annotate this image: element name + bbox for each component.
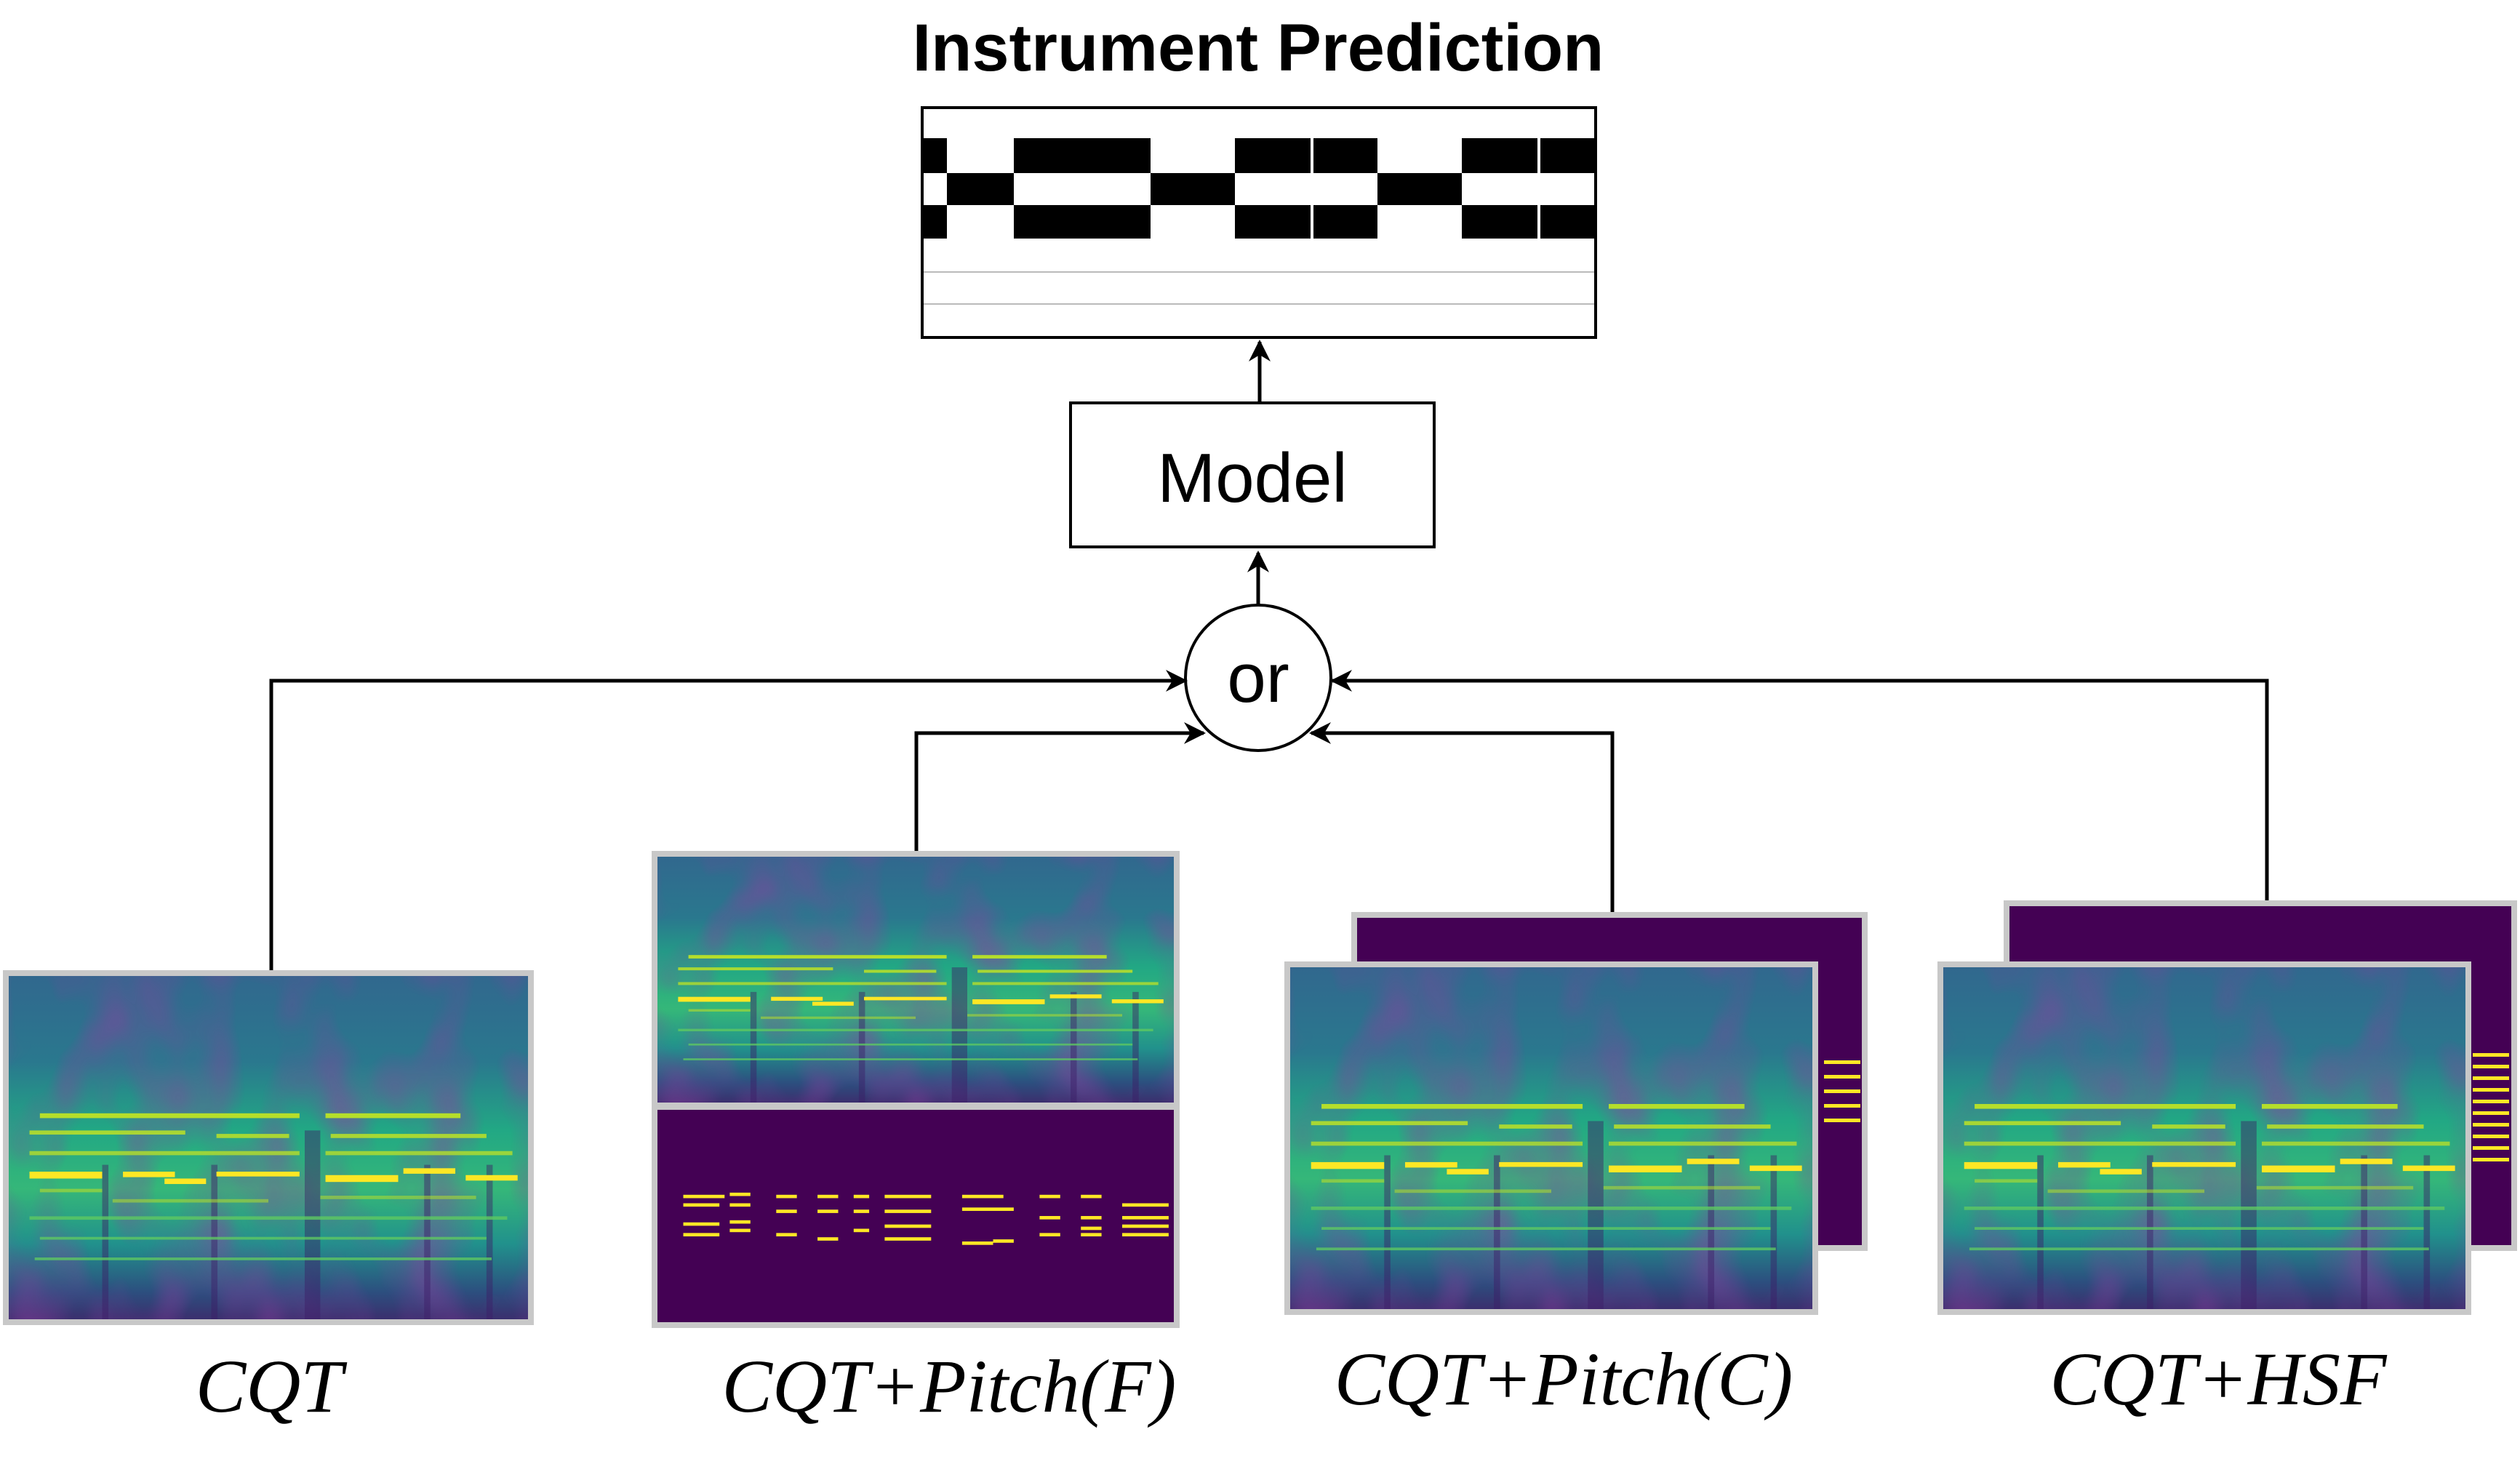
pitch-c-label: CQT+Pitch(C) <box>1334 1337 1793 1421</box>
pitch-f-label: CQT+Pitch(F) <box>721 1345 1177 1428</box>
pitch-f-connector <box>914 722 1206 852</box>
pitch-c-panel <box>1284 912 1868 1315</box>
model-box <box>1069 401 1436 548</box>
cqt-panel <box>3 970 534 1325</box>
or-label: or <box>1227 639 1289 717</box>
hsf-panel <box>1937 900 2517 1315</box>
pitch-f-panel <box>652 851 1180 1328</box>
hsf-label: CQT+HSF <box>2049 1337 2387 1421</box>
cqt-label: CQT <box>195 1345 343 1428</box>
model-label: Model <box>1157 439 1347 517</box>
pitch-c-connector <box>1309 722 1615 918</box>
diagram-title: Instrument Prediction <box>912 11 1604 85</box>
prediction-grid <box>921 106 1597 339</box>
cqt-connector <box>269 670 1188 972</box>
hsf-connector <box>1330 670 2269 906</box>
